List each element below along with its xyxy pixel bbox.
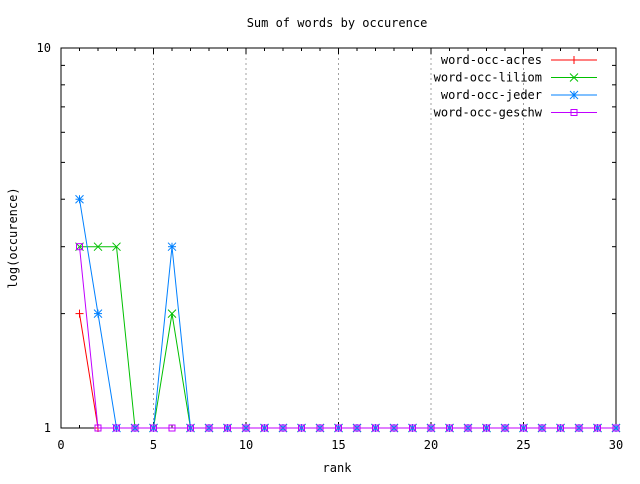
- data-point-word-occ-geschw: [520, 424, 527, 432]
- data-point-word-occ-geschw: [372, 424, 379, 432]
- data-point-word-occ-geschw: [557, 424, 564, 432]
- data-point-word-occ-geschw: [335, 424, 342, 432]
- x-tick-label: 10: [239, 438, 253, 452]
- x-tick-label: 0: [57, 438, 64, 452]
- data-point-word-occ-jeder: [167, 242, 177, 252]
- x-tick-label: 20: [424, 438, 438, 452]
- data-point-word-occ-geschw: [298, 424, 305, 432]
- data-point-word-occ-geschw: [390, 424, 398, 432]
- data-point-word-occ-geschw: [353, 424, 361, 432]
- grid-lines: [153, 48, 524, 428]
- data-point-word-occ-geschw: [76, 243, 83, 251]
- data-point-word-occ-jeder: [75, 194, 84, 204]
- data-point-word-occ-geschw: [409, 424, 416, 432]
- data-point-word-occ-geschw: [538, 424, 546, 432]
- legend-marker-word-occ-acres: [570, 56, 578, 64]
- data-point-word-occ-geschw: [205, 424, 213, 432]
- data-point-word-occ-geschw: [242, 424, 250, 432]
- data-point-word-occ-geschw: [279, 424, 287, 432]
- data-point-word-occ-geschw: [187, 424, 194, 432]
- legend-marker-word-occ-geschw: [570, 109, 578, 116]
- data-point-word-occ-jeder: [93, 309, 103, 318]
- legend-label-word-occ-jeder: word-occ-jeder: [441, 88, 542, 102]
- data-point-word-occ-geschw: [501, 424, 509, 432]
- data-point-word-occ-liliom: [167, 309, 177, 318]
- data-point-word-occ-liliom: [93, 242, 103, 252]
- data-point-word-occ-geschw: [131, 424, 139, 432]
- y-axis-label: log(occurence): [6, 187, 20, 288]
- y-tick-label: 10: [37, 41, 51, 55]
- legend: word-occ-acres word-occ-liliom word-occ-je…: [434, 53, 597, 120]
- legend-label-word-occ-acres: word-occ-acres: [441, 53, 542, 67]
- data-point-word-occ-geschw: [427, 424, 435, 432]
- data-point-word-occ-geschw: [446, 424, 453, 432]
- data-point-word-occ-geschw: [224, 424, 231, 432]
- data-point-word-occ-acres: [75, 309, 84, 318]
- legend-marker-word-occ-jeder: [569, 90, 579, 100]
- x-tick-label: 30: [609, 438, 623, 452]
- x-tick-label: 15: [331, 438, 345, 452]
- x-tick-label: 25: [516, 438, 530, 452]
- y-tick-label: 1: [44, 421, 51, 435]
- legend-label-word-occ-liliom: word-occ-liliom: [434, 71, 542, 85]
- data-point-word-occ-geschw: [575, 424, 583, 432]
- series-group: [75, 194, 621, 433]
- data-point-word-occ-geschw: [594, 424, 601, 432]
- data-point-word-occ-geschw: [94, 424, 102, 432]
- legend-marker-word-occ-liliom: [569, 73, 579, 82]
- data-point-word-occ-geschw: [113, 424, 120, 432]
- data-point-word-occ-geschw: [316, 424, 324, 432]
- data-point-word-occ-geschw: [168, 424, 176, 432]
- data-point-word-occ-geschw: [483, 424, 490, 432]
- x-axis-label: rank: [323, 461, 353, 475]
- chart-title: Sum of words by occurence: [247, 16, 428, 30]
- series-line-word-occ-acres: [79, 313, 99, 429]
- data-point-word-occ-geschw: [612, 424, 620, 432]
- data-point-word-occ-geschw: [261, 424, 268, 432]
- legend-label-word-occ-geschw: word-occ-geschw: [434, 106, 543, 120]
- data-point-word-occ-geschw: [464, 424, 472, 432]
- data-point-word-occ-liliom: [112, 242, 121, 252]
- data-point-word-occ-geschw: [150, 424, 157, 432]
- x-tick-label: 5: [150, 438, 157, 452]
